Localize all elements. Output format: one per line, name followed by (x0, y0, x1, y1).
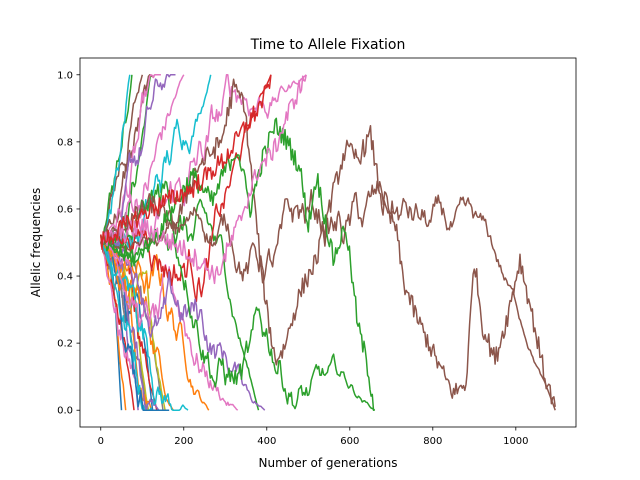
x-tick-label: 600 (340, 436, 359, 447)
allele-trajectory (100, 242, 135, 411)
allele-trajectory-long (100, 74, 272, 251)
allele-trajectory (100, 241, 189, 411)
x-axis-label: Number of generations (259, 456, 398, 470)
allele-trajectory-long (100, 78, 556, 407)
x-axis-ticks: 0 200 400 600 800 1000 (98, 427, 529, 447)
y-tick-label: 0.6 (57, 204, 73, 215)
series-layer (100, 74, 556, 411)
y-axis-label: Allelic frequencies (29, 188, 43, 297)
y-tick-label: 0.4 (57, 272, 73, 283)
x-tick-label: 800 (423, 436, 442, 447)
allele-trajectory (100, 231, 376, 411)
chart-title: Time to Allele Fixation (250, 37, 406, 53)
y-tick-label: 0.0 (57, 406, 73, 417)
x-tick-label: 200 (174, 436, 193, 447)
allele-trajectory (100, 74, 272, 303)
y-tick-label: 1.0 (57, 70, 73, 81)
x-tick-label: 0 (98, 436, 104, 447)
y-tick-label: 0.8 (57, 137, 73, 148)
allele-trajectory-long (100, 117, 375, 411)
allele-trajectory (100, 74, 133, 244)
plot-frame (79, 57, 577, 428)
y-axis-ticks: 0.0 0.2 0.4 0.6 0.8 1.0 (57, 70, 80, 417)
allele-trajectory-long (100, 74, 307, 285)
x-tick-label: 400 (257, 436, 276, 447)
x-tick-label: 1000 (503, 436, 528, 447)
allele-trajectory (100, 74, 307, 267)
allele-trajectory (100, 74, 161, 243)
allele-trajectory (100, 241, 266, 411)
y-tick-label: 0.2 (57, 339, 73, 350)
